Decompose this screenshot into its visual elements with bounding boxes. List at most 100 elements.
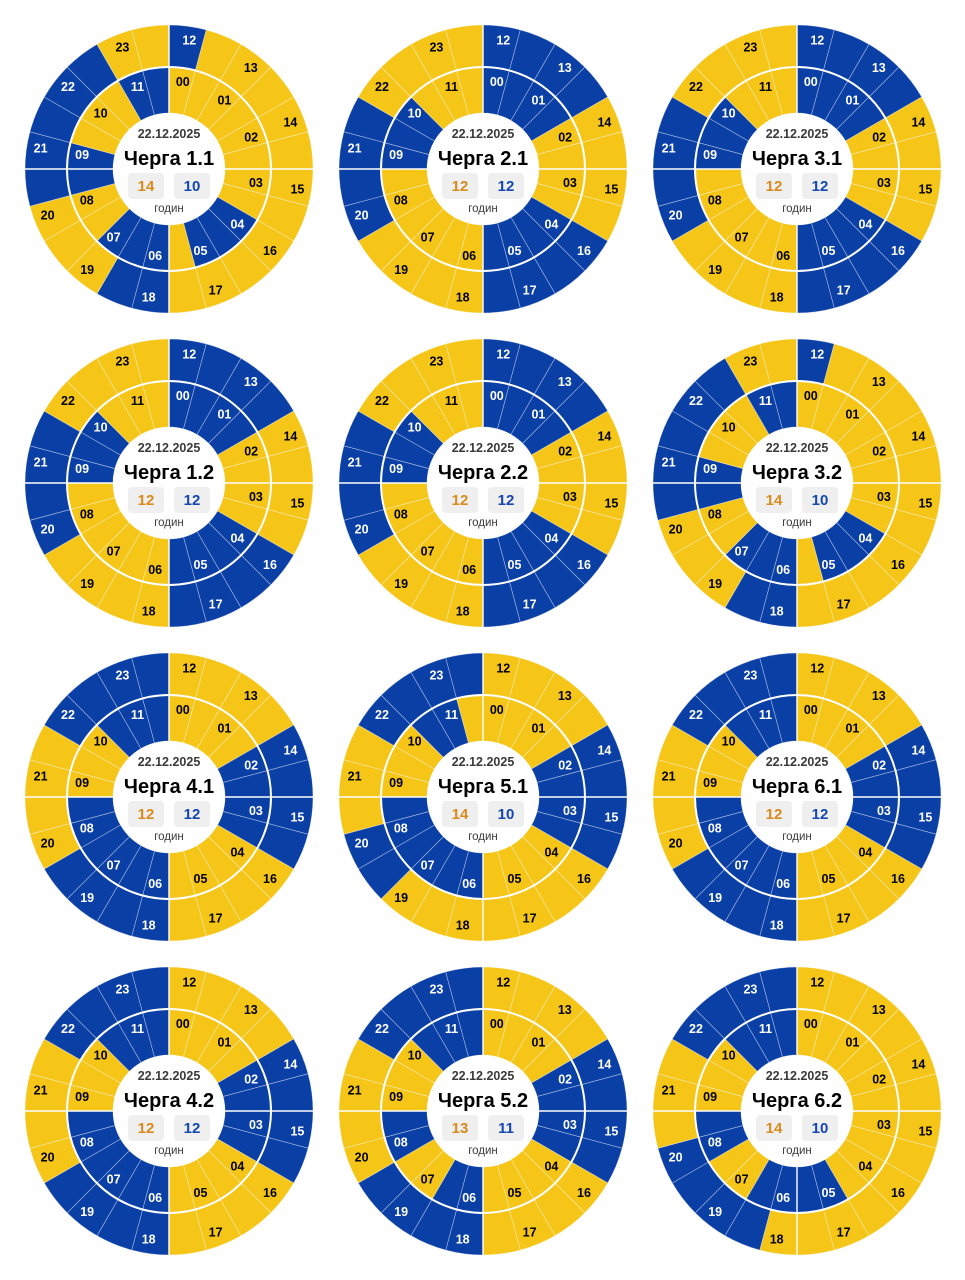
hour-label: 19 [394, 1205, 408, 1219]
hour-label: 16 [577, 244, 591, 258]
hour-label: 22 [61, 1022, 75, 1036]
hour-label: 03 [877, 1118, 891, 1132]
hour-segments [652, 652, 942, 942]
hour-segments [652, 24, 942, 314]
count-box-blue [174, 173, 210, 199]
dial-card: 00 01 02 03 04 05 06 07 08 09 10 11 12 13 14 15 16 17 18 19… [338, 24, 628, 314]
hour-label: 09 [75, 462, 89, 476]
hour-label: 16 [263, 1186, 277, 1200]
outage-dial: 00 01 02 03 04 05 06 07 08 09 10 11 12 13 14 15 16 17 18 19… [24, 966, 314, 1256]
hour-label: 01 [845, 722, 859, 736]
hour-label: 00 [804, 703, 818, 717]
hour-label: 14 [283, 1057, 297, 1071]
dial-card: 00 01 02 03 04 05 06 07 08 09 10 11 12 13 14 15 16 17 18 19… [338, 338, 628, 628]
hour-label: 09 [703, 148, 717, 162]
hour-segments [24, 652, 314, 942]
hour-label: 18 [770, 290, 784, 304]
hours-unit-label: годин [782, 1145, 812, 1157]
hour-label: 17 [523, 597, 537, 611]
schedule-date: 22.12.2025 [138, 755, 201, 769]
hour-label: 20 [669, 209, 683, 223]
hour-label: 19 [394, 891, 408, 905]
hour-label: 03 [249, 176, 263, 190]
hour-label: 22 [375, 394, 389, 408]
hour-label: 05 [822, 872, 836, 886]
outage-dial: 00 01 02 03 04 05 06 07 08 09 10 11 12 13 14 15 16 17 18 19… [24, 24, 314, 314]
hour-label: 22 [61, 708, 75, 722]
hour-label: 16 [891, 244, 905, 258]
hour-label: 01 [217, 1036, 231, 1050]
hour-label: 08 [80, 1136, 94, 1150]
queue-title: Черга 4.1 [124, 776, 214, 798]
count-box-yellow [128, 801, 164, 827]
queue-title: Черга 5.2 [438, 1090, 528, 1112]
hour-label: 05 [508, 872, 522, 886]
schedule-date: 22.12.2025 [766, 127, 829, 141]
hours-unit-label: годин [782, 203, 812, 215]
hour-label: 06 [776, 1191, 790, 1205]
hour-label: 18 [456, 1232, 470, 1246]
hour-label: 02 [558, 1073, 572, 1087]
count-box-blue [174, 1115, 210, 1141]
hour-label: 04 [858, 217, 872, 231]
hour-label: 18 [770, 1232, 784, 1246]
outage-dial: 00 01 02 03 04 05 06 07 08 09 10 11 12 13 14 15 16 17 18 19… [652, 966, 942, 1256]
hour-label: 13 [244, 689, 258, 703]
hour-label: 21 [662, 456, 676, 470]
hour-label: 13 [244, 61, 258, 75]
hour-label: 19 [80, 1205, 94, 1219]
hour-label: 08 [80, 508, 94, 522]
hour-label: 15 [604, 496, 618, 510]
hour-label: 11 [759, 708, 772, 722]
hour-label: 19 [80, 263, 94, 277]
hour-label: 01 [845, 1036, 859, 1050]
hour-label: 16 [577, 872, 591, 886]
outage-dial: 00 01 02 03 04 05 06 07 08 09 10 11 12 13 14 15 16 17 18 19… [652, 24, 942, 314]
queue-title: Черга 3.1 [752, 148, 842, 170]
hour-label: 00 [490, 389, 504, 403]
dial-card: 00 01 02 03 04 05 06 07 08 09 10 11 12 13 14 15 16 17 18 19… [652, 338, 942, 628]
hour-label: 13 [558, 61, 572, 75]
hour-label: 11 [759, 1022, 772, 1036]
hour-label: 10 [94, 1049, 108, 1063]
outage-dial: 00 01 02 03 04 05 06 07 08 09 10 11 12 13 14 15 16 17 18 19… [652, 338, 942, 628]
hour-label: 15 [290, 810, 304, 824]
hour-label: 00 [176, 389, 190, 403]
hour-labels: 00 01 02 03 04 05 06 07 08 09 10 11 12 13 14 15 16 17 18 19… [662, 348, 933, 619]
hour-label: 06 [462, 1191, 476, 1205]
hour-label: 04 [544, 845, 558, 859]
count-box-blue [802, 173, 838, 199]
hour-label: 02 [558, 445, 572, 459]
hour-label: 12 [496, 976, 510, 990]
hour-label: 13 [558, 1003, 572, 1017]
hour-segments [338, 24, 628, 314]
hour-label: 11 [445, 1022, 458, 1036]
hour-segments [338, 966, 628, 1256]
hour-label: 08 [394, 194, 408, 208]
hour-label: 12 [182, 348, 196, 362]
dial-card: 00 01 02 03 04 05 06 07 08 09 10 11 12 13 14 15 16 17 18 19… [652, 652, 942, 942]
hour-label: 09 [389, 1090, 403, 1104]
schedule-date: 22.12.2025 [138, 441, 201, 455]
count-box-blue [174, 487, 210, 513]
hour-label: 03 [563, 804, 577, 818]
hour-label: 14 [911, 1057, 925, 1071]
hour-label: 23 [743, 983, 757, 997]
yellow-hours-count: 12 [766, 806, 783, 823]
hour-label: 21 [34, 1084, 48, 1098]
hour-label: 02 [558, 759, 572, 773]
outage-dial: 00 01 02 03 04 05 06 07 08 09 10 11 12 13 14 15 16 17 18 19… [24, 338, 314, 628]
hour-label: 17 [523, 1225, 537, 1239]
outage-dial: 00 01 02 03 04 05 06 07 08 09 10 11 12 13 14 15 16 17 18 19… [338, 652, 628, 942]
blue-hours-count: 12 [184, 1120, 201, 1137]
hour-label: 09 [389, 462, 403, 476]
blue-hours-count: 12 [498, 492, 515, 509]
count-box-yellow [128, 173, 164, 199]
blue-hours-count: 11 [498, 1120, 514, 1137]
hour-label: 18 [142, 604, 156, 618]
hour-label: 08 [394, 822, 408, 836]
hour-label: 19 [708, 263, 722, 277]
hours-unit-label: годин [782, 831, 812, 843]
hour-label: 20 [41, 837, 55, 851]
outage-dial: 00 01 02 03 04 05 06 07 08 09 10 11 12 13 14 15 16 17 18 19… [24, 652, 314, 942]
